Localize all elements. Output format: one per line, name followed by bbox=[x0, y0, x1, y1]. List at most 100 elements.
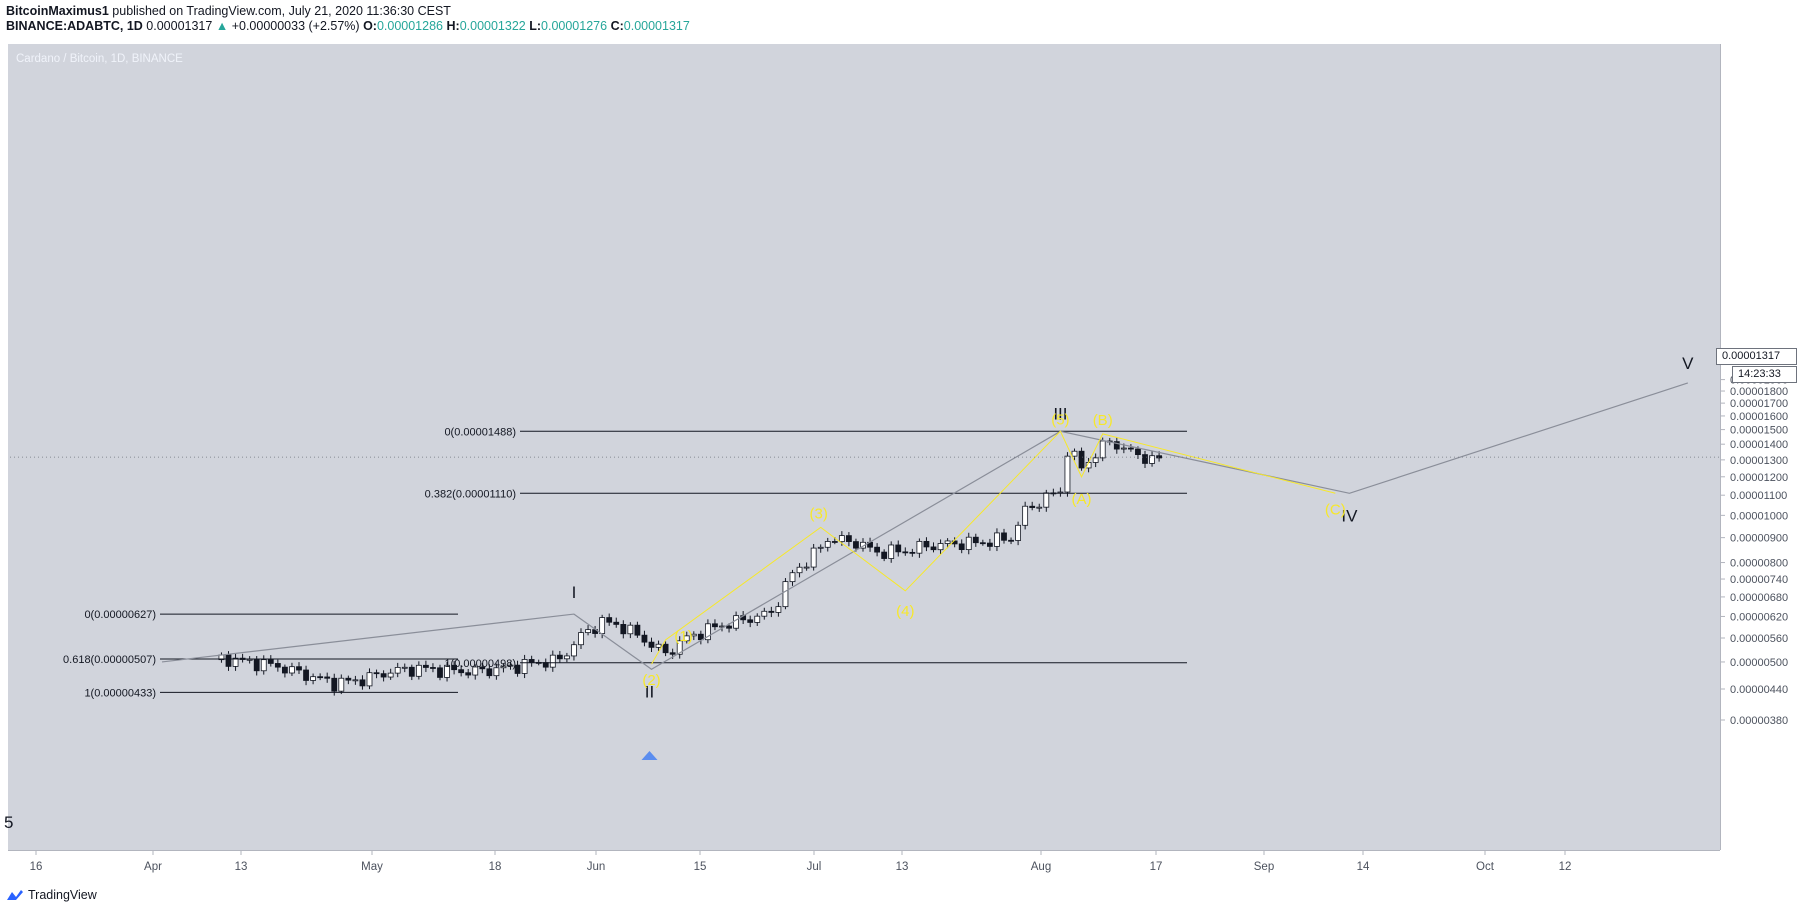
left-edge-wave-label: 5 bbox=[4, 813, 13, 832]
candle-up bbox=[1022, 505, 1029, 526]
major-wave-label: V bbox=[1682, 354, 1694, 373]
price-axis-label: 0.00001200 bbox=[1730, 472, 1788, 484]
candle-up bbox=[994, 532, 1000, 547]
price-axis-label: 0.00001400 bbox=[1730, 439, 1788, 451]
minor-wave-label: (3) bbox=[810, 505, 828, 522]
candle-up bbox=[817, 546, 824, 549]
time-axis-label: 13 bbox=[235, 861, 248, 873]
candle-down bbox=[768, 610, 775, 613]
candle-up bbox=[1064, 455, 1071, 493]
candle-down bbox=[620, 624, 627, 635]
candle-up bbox=[444, 664, 450, 678]
minor-wave-label: (1) bbox=[674, 628, 692, 645]
candle-down bbox=[909, 551, 916, 554]
candle-up bbox=[810, 547, 817, 568]
price-axis-label: 0.00000560 bbox=[1730, 633, 1788, 645]
candle-down bbox=[458, 669, 465, 674]
candle-up bbox=[937, 543, 944, 551]
low-label: L: bbox=[529, 19, 542, 33]
candle-up bbox=[888, 544, 895, 559]
open-label: O: bbox=[363, 19, 377, 33]
major-wave-label: II bbox=[645, 682, 654, 701]
candle-up bbox=[824, 541, 831, 548]
candle-down bbox=[359, 679, 366, 687]
chart-pane[interactable] bbox=[8, 44, 1720, 850]
candle-up bbox=[733, 615, 739, 629]
price-axis[interactable] bbox=[1720, 44, 1801, 850]
candle-down bbox=[317, 676, 324, 679]
bar-countdown: 14:23:33 bbox=[1732, 366, 1797, 383]
candle-down bbox=[1029, 505, 1036, 508]
major-wave-label: III bbox=[1053, 404, 1067, 423]
candle-down bbox=[408, 666, 415, 677]
candle-up bbox=[500, 665, 507, 669]
candle-down bbox=[853, 541, 859, 549]
publish-line: BitcoinMaximus1 published on TradingView… bbox=[6, 4, 690, 19]
candle-up bbox=[796, 566, 803, 574]
price-axis-label: 0.00001500 bbox=[1730, 425, 1788, 437]
candle-up bbox=[394, 667, 401, 674]
candle-up bbox=[310, 676, 317, 681]
minor-wave-path bbox=[651, 430, 1336, 665]
candle-down bbox=[747, 619, 754, 623]
time-axis-label: 14 bbox=[1357, 861, 1370, 873]
candle-up bbox=[789, 572, 796, 583]
price-axis-label: 0.00000380 bbox=[1730, 715, 1788, 727]
brand-name[interactable]: TradingView bbox=[28, 888, 97, 902]
candle-down bbox=[648, 641, 655, 648]
candle-up bbox=[1036, 506, 1043, 509]
candle-up bbox=[803, 566, 810, 569]
close-label: C: bbox=[610, 19, 624, 33]
last-price-tag: 0.00001317 bbox=[1716, 348, 1797, 365]
candle-down bbox=[430, 667, 436, 669]
candle-down bbox=[726, 625, 732, 629]
time-axis-label: 12 bbox=[1559, 861, 1572, 873]
candle-up bbox=[676, 640, 683, 655]
candle-up bbox=[571, 644, 577, 657]
candle-down bbox=[267, 659, 274, 664]
fib-level-label: 1(0.00000433) bbox=[84, 687, 156, 699]
major-wave-label: I bbox=[572, 583, 577, 602]
price-axis-label: 0.00001700 bbox=[1730, 398, 1788, 410]
candle-up bbox=[705, 623, 711, 641]
candle-up bbox=[260, 659, 267, 672]
event-marker-icon bbox=[641, 751, 658, 760]
price-axis-label: 0.00000680 bbox=[1730, 592, 1788, 604]
candle-up bbox=[549, 654, 556, 668]
candle-up bbox=[578, 632, 584, 646]
ohlc-line: BINANCE:ADABTC, 1D 0.00001317 ▲ +0.00000… bbox=[6, 19, 690, 34]
close-value: 0.00001317 bbox=[623, 19, 690, 33]
price-axis-label: 0.00000500 bbox=[1730, 657, 1788, 669]
tradingview-logo-icon bbox=[7, 890, 23, 900]
fib-level-label: 0.618(0.00000507) bbox=[63, 654, 156, 666]
candle-down bbox=[281, 666, 288, 674]
minor-wave-label: (4) bbox=[896, 603, 914, 620]
candle-up bbox=[761, 610, 768, 617]
candle-up bbox=[338, 677, 345, 692]
candle-down bbox=[422, 664, 429, 668]
time-axis-label: Aug bbox=[1031, 861, 1051, 873]
minor-wave-label: (C) bbox=[1325, 501, 1346, 518]
fib-level-label: 1(0.00000498) bbox=[444, 658, 516, 670]
change-up-icon: ▲ bbox=[215, 19, 229, 33]
candle-up bbox=[944, 540, 951, 544]
low-value: 0.00001276 bbox=[541, 19, 608, 33]
minor-wave-label: (5) bbox=[1051, 411, 1069, 428]
time-axis[interactable] bbox=[8, 850, 1720, 879]
candle-up bbox=[627, 624, 634, 635]
candle-down bbox=[274, 663, 281, 668]
candle-down bbox=[1135, 448, 1141, 456]
candle-up bbox=[838, 535, 845, 543]
candle-up bbox=[1099, 440, 1106, 459]
minor-wave-label: (2) bbox=[642, 672, 660, 689]
candle-down bbox=[874, 546, 880, 553]
candle-down bbox=[930, 546, 937, 551]
fib-level-label: 0(0.00000627) bbox=[84, 609, 156, 621]
candle-down bbox=[712, 623, 718, 628]
publisher-name[interactable]: BitcoinMaximus1 bbox=[6, 4, 109, 18]
candle-down bbox=[556, 654, 563, 660]
price-axis-label: 0.00001100 bbox=[1730, 490, 1787, 502]
candle-down bbox=[902, 551, 909, 554]
time-axis-label: 17 bbox=[1150, 861, 1163, 873]
